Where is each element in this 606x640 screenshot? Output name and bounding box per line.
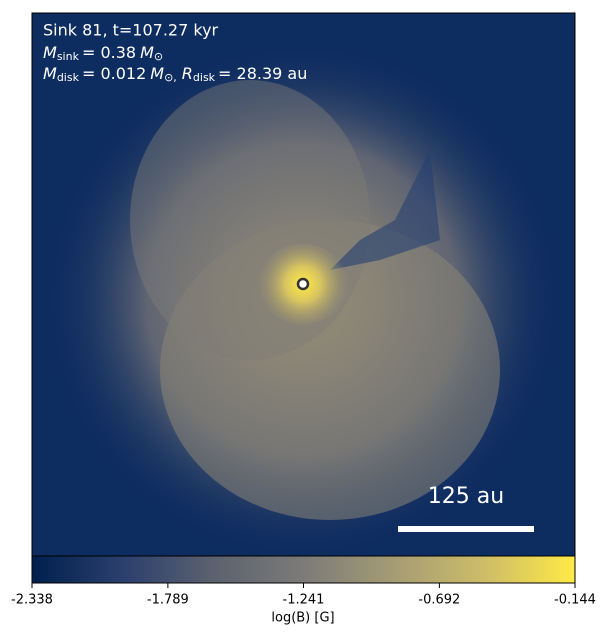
scale-bar-label: 125 au: [428, 484, 504, 509]
colorbar-tick-label: -1.789: [147, 593, 189, 608]
header-line: Mdisk = 0.012 M⊙, Rdisk = 28.39 au: [43, 64, 307, 85]
field-image: [32, 13, 575, 556]
colorbar: [31, 555, 576, 584]
colorbar-tick-label: -1.241: [283, 593, 325, 608]
colorbar-tick-label: -0.692: [418, 593, 460, 608]
colorbar-label: log(B) [G]: [271, 611, 334, 626]
colorbar-tick-label: -2.338: [11, 593, 53, 608]
sink-marker: [296, 277, 310, 291]
colorbar-tick-label: -0.144: [554, 593, 596, 608]
header-line: Sink 81, t=107.27 kyr: [43, 21, 219, 40]
header-line: Msink = 0.38 M⊙: [43, 43, 163, 64]
